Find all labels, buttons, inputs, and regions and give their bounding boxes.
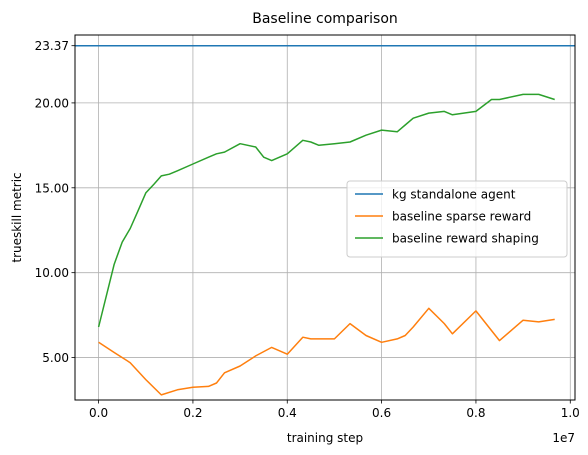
y-axis-label: trueskill metric	[10, 172, 24, 262]
y-tick-label: 23.37	[35, 39, 69, 53]
x-axis-offset-label: 1e7	[552, 431, 575, 445]
legend-label: baseline sparse reward	[392, 210, 531, 224]
y-tick-label: 10.00	[35, 266, 69, 280]
series-line-baseline-reward-shaping	[97, 93, 555, 328]
x-tick-label: 0.4	[278, 406, 297, 420]
x-tick-label: 0.2	[183, 406, 202, 420]
series-line-baseline-sparse-reward	[98, 307, 555, 396]
x-tick-label: 1.0	[561, 406, 580, 420]
plot-lines	[75, 44, 575, 396]
legend-box	[346, 180, 568, 258]
x-axis-label: training step	[287, 431, 363, 445]
legend-label: kg standalone agent	[392, 188, 516, 202]
x-tick-label: 0.0	[89, 406, 108, 420]
axis-ticks: 0.0 0.2 0.4 0.6 0.8 1.0 5.00 10.00 15.00 20.00 23.…	[35, 39, 580, 420]
plot-frame	[74, 34, 576, 401]
y-tick-label: 15.00	[35, 181, 69, 195]
chart-title: Baseline comparison	[252, 11, 398, 27]
legend-label: baseline reward shaping	[392, 232, 539, 246]
y-tick-label: 5.00	[42, 351, 69, 365]
x-tick-label: 0.6	[372, 406, 391, 420]
x-tick-label: 0.8	[466, 406, 485, 420]
y-tick-label: 20.00	[35, 96, 69, 110]
legend: kg standalone agent baseline sparse rewar…	[346, 180, 568, 258]
